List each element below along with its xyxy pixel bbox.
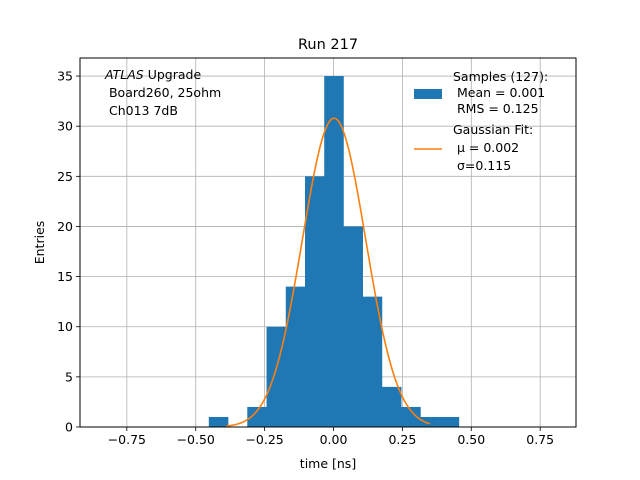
histogram-bar (439, 416, 460, 427)
histogram-bar (401, 406, 421, 427)
y-tick-label: 5 (65, 369, 73, 384)
annotation-line-1: ATLAS Upgrade (104, 67, 201, 82)
y-tick-label: 30 (57, 119, 73, 134)
legend-fit-mu: μ = 0.002 (453, 140, 519, 155)
y-axis-label: Entries (32, 221, 47, 265)
x-axis-label: time [ns] (300, 456, 356, 471)
y-tick-label: 25 (57, 169, 73, 184)
x-tick-label: 0.00 (320, 432, 348, 447)
y-tick-label: 35 (57, 69, 73, 84)
histogram-bar (324, 76, 344, 427)
histogram-bars (208, 76, 460, 427)
axes-frame (79, 57, 577, 428)
annotation-upgrade: Upgrade (144, 67, 202, 82)
legend-samples-mean: Mean = 0.001 (453, 85, 545, 100)
x-tick-label: 0.50 (457, 432, 485, 447)
y-tick-label: 15 (57, 269, 73, 284)
legend-fit-label: Gaussian Fit: (453, 122, 533, 137)
y-axis-ticks: 0 5 10 15 20 25 30 35 (57, 69, 80, 435)
histogram-bar (343, 226, 363, 427)
x-axis-ticks: −0.75 −0.50 −0.25 0.00 0.25 0.50 0.75 (108, 427, 554, 447)
histogram-bar (304, 176, 325, 427)
histogram-bar (208, 416, 229, 427)
chart-title: Run 217 (298, 37, 358, 53)
legend-samples-rms: RMS = 0.125 (453, 101, 539, 116)
histogram-bar (362, 296, 383, 427)
legend-fit-sigma: σ=0.115 (453, 158, 511, 173)
x-tick-label: 0.75 (526, 432, 554, 447)
gaussian-fit-curve (225, 117, 431, 427)
y-tick-label: 20 (57, 219, 73, 234)
histogram-bar (381, 386, 402, 427)
experiment-annotation: ATLAS Upgrade Board260, 25ohm Ch013 7dB (104, 67, 221, 118)
x-tick-label: −0.25 (245, 432, 283, 447)
annotation-atlas: ATLAS (104, 67, 144, 82)
legend: Samples (127): Mean = 0.001 RMS = 0.125 … (414, 69, 548, 173)
histogram-bar (285, 286, 306, 427)
histogram-bar (247, 406, 267, 427)
y-tick-label: 0 (65, 420, 73, 435)
annotation-line-2: Board260, 25ohm (105, 85, 221, 100)
x-tick-label: −0.50 (177, 432, 215, 447)
legend-samples-swatch (414, 89, 442, 99)
x-tick-label: −0.75 (108, 432, 146, 447)
legend-samples-label: Samples (127): (453, 69, 548, 84)
annotation-line-3: Ch013 7dB (105, 103, 178, 118)
y-tick-label: 10 (57, 319, 73, 334)
x-tick-label: 0.25 (388, 432, 416, 447)
histogram-bar (420, 416, 440, 427)
